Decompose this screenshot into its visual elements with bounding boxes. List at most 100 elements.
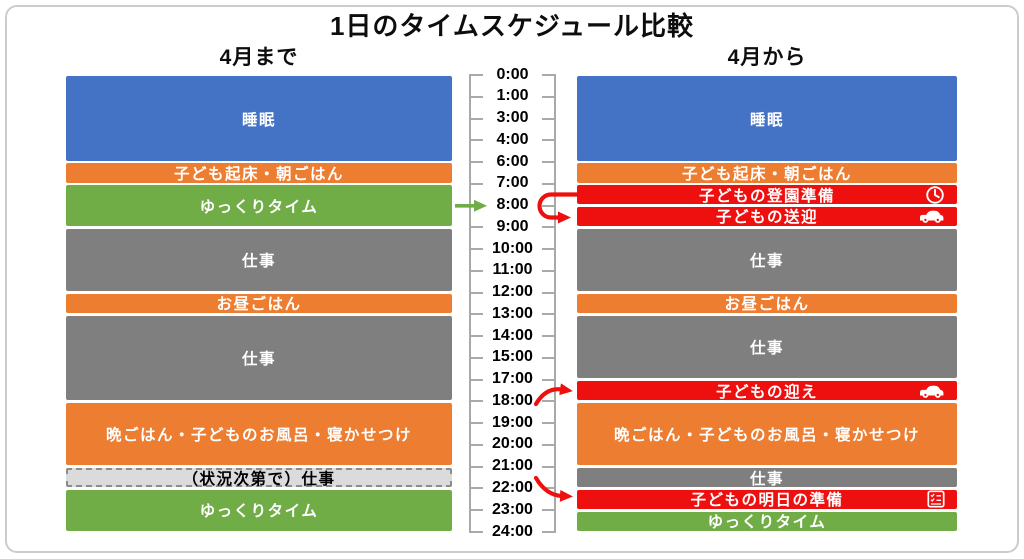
car-icon <box>918 382 945 399</box>
schedule-block: 子ども起床・朝ごはん <box>577 163 957 183</box>
axis-tick <box>469 400 483 403</box>
page-title: 1日のタイムスケジュール比較 <box>329 11 695 41</box>
axis-label: 15:00 <box>492 348 533 366</box>
schedule-block: 仕事 <box>66 315 452 401</box>
axis-tick <box>469 356 483 359</box>
axis-label: 13:00 <box>492 304 533 322</box>
axis-tick <box>542 422 556 425</box>
axis-tick <box>469 291 483 294</box>
block-label: ゆっくりタイム <box>199 198 319 216</box>
block-label: ゆっくりタイム <box>707 514 827 532</box>
axis-tick <box>469 531 483 533</box>
axis-tick <box>542 356 556 359</box>
axis-label: 24:00 <box>492 522 533 540</box>
column-header-before-april: 4月まで <box>219 46 299 69</box>
axis-tick <box>469 443 483 446</box>
axis-tick <box>469 378 483 381</box>
axis-tick <box>469 335 483 338</box>
block-label: 子どもの明日の準備 <box>690 492 844 510</box>
checklist-icon <box>927 490 945 508</box>
axis-label: 23:00 <box>492 500 533 518</box>
schedule-block: 子どもの登園準備 <box>577 185 957 205</box>
slide-border <box>5 5 1019 553</box>
schedule-block: ゆっくりタイム <box>66 489 452 531</box>
axis-label: 1:00 <box>496 87 529 105</box>
axis-tick <box>542 182 556 185</box>
clock-icon <box>925 185 945 205</box>
axis-tick <box>469 117 483 120</box>
axis-tick <box>469 422 483 425</box>
axis-tick <box>542 335 556 338</box>
block-label: 睡眠 <box>241 111 276 129</box>
schedule-block: 子どもの送迎 <box>577 206 957 227</box>
schedule-block: 子どもの迎え <box>577 380 957 401</box>
axis-label: 6:00 <box>496 152 529 170</box>
axis-tick <box>469 269 483 272</box>
schedule-block: ゆっくりタイム <box>66 185 452 227</box>
block-label: 睡眠 <box>749 111 784 129</box>
axis-tick <box>542 95 556 98</box>
schedule-block: 仕事 <box>577 468 957 488</box>
block-label: 仕事 <box>241 252 276 270</box>
axis-tick <box>542 269 556 272</box>
block-label: 仕事 <box>749 470 784 488</box>
axis-tick <box>469 139 483 142</box>
schedule-block: 晩ごはん・子どものお風呂・寝かせつけ <box>66 402 452 466</box>
axis-label: 11:00 <box>492 261 533 279</box>
schedule-block: 睡眠 <box>66 76 452 161</box>
schedule-block: 仕事 <box>66 228 452 292</box>
block-label: 子どもの送迎 <box>715 209 818 227</box>
axis-tick <box>469 95 483 98</box>
car-icon <box>918 208 945 225</box>
axis-label: 7:00 <box>496 174 529 192</box>
axis-tick <box>542 161 556 164</box>
axis-label: 20:00 <box>492 435 533 453</box>
axis-tick <box>469 226 483 229</box>
block-label: ゆっくりタイム <box>199 503 319 521</box>
schedule-block: お昼ごはん <box>66 293 452 314</box>
block-label: お昼ごはん <box>724 296 810 314</box>
schedule-block: 子どもの明日の準備 <box>577 489 957 510</box>
schedule-block: （状況次第で）仕事 <box>66 468 452 488</box>
axis-tick <box>469 509 483 512</box>
axis-label: 17:00 <box>492 370 533 388</box>
block-label: （状況次第で）仕事 <box>182 470 336 488</box>
block-label: 子どもの迎え <box>715 383 818 401</box>
axis-label: 10:00 <box>492 239 533 257</box>
axis-rail <box>554 75 556 532</box>
axis-tick <box>469 465 483 468</box>
block-label: 晩ごはん・子どものお風呂・寝かせつけ <box>613 427 920 445</box>
schedule-block: 子ども起床・朝ごはん <box>66 163 452 183</box>
axis-tick <box>542 443 556 446</box>
axis-tick <box>542 74 556 76</box>
axis-tick <box>542 226 556 229</box>
block-label: 晩ごはん・子どものお風呂・寝かせつけ <box>105 427 412 445</box>
schedule-block: 仕事 <box>577 315 957 379</box>
block-label: 子ども起床・朝ごはん <box>681 165 852 183</box>
block-label: 子ども起床・朝ごはん <box>173 165 344 183</box>
axis-tick <box>542 248 556 251</box>
column-header-from-april: 4月から <box>727 46 807 69</box>
axis-label: 19:00 <box>492 413 533 431</box>
axis-label: 12:00 <box>492 283 533 301</box>
axis-tick <box>469 161 483 164</box>
axis-label: 14:00 <box>492 326 533 344</box>
axis-tick <box>542 117 556 120</box>
axis-tick <box>542 509 556 512</box>
axis-tick <box>469 248 483 251</box>
axis-label: 9:00 <box>496 217 529 235</box>
axis-label: 8:00 <box>496 196 529 214</box>
schedule-block: ゆっくりタイム <box>577 511 957 532</box>
block-label: 仕事 <box>749 340 784 357</box>
schedule-block: お昼ごはん <box>577 293 957 314</box>
axis-tick <box>469 182 483 185</box>
axis-label: 4:00 <box>496 130 529 148</box>
axis-tick <box>542 531 556 533</box>
axis-tick <box>542 139 556 142</box>
block-label: お昼ごはん <box>216 296 302 314</box>
axis-tick <box>542 291 556 294</box>
schedule-block: 睡眠 <box>577 76 957 161</box>
schedule-block: 仕事 <box>577 228 957 292</box>
axis-tick <box>469 313 483 316</box>
block-label: 子どもの登園準備 <box>698 187 835 205</box>
